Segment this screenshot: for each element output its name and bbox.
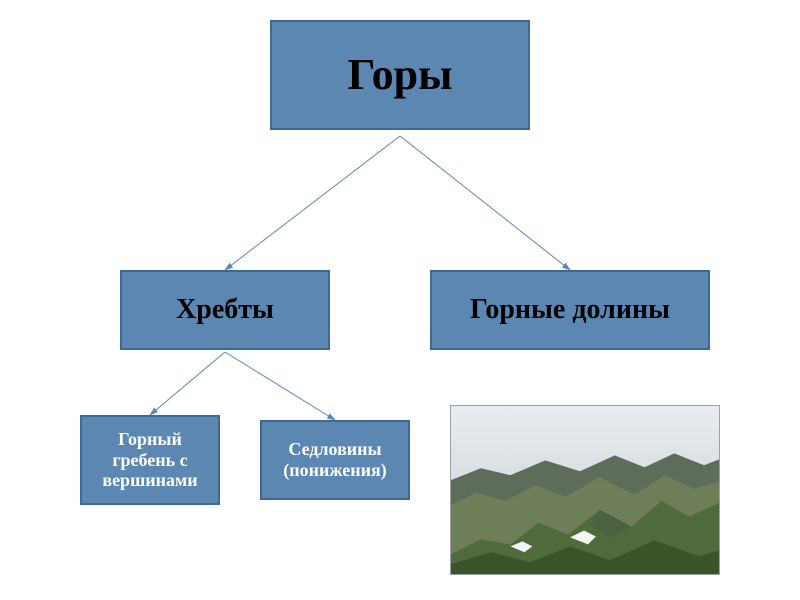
node-valleys-label: Горные долины xyxy=(470,294,670,326)
mountain-photo xyxy=(450,405,720,575)
node-ridges: Хребты xyxy=(120,270,330,350)
node-ridges-label: Хребты xyxy=(176,294,274,326)
node-saddle-label: Седловины(понижения) xyxy=(283,439,386,480)
node-root-label: Горы xyxy=(348,50,453,101)
node-saddle: Седловины(понижения) xyxy=(260,420,410,500)
node-valleys: Горные долины xyxy=(430,270,710,350)
node-crest: Горныйгребень свершинами xyxy=(80,415,220,505)
node-crest-label: Горныйгребень свершинами xyxy=(102,429,197,491)
node-root: Горы xyxy=(270,20,530,130)
